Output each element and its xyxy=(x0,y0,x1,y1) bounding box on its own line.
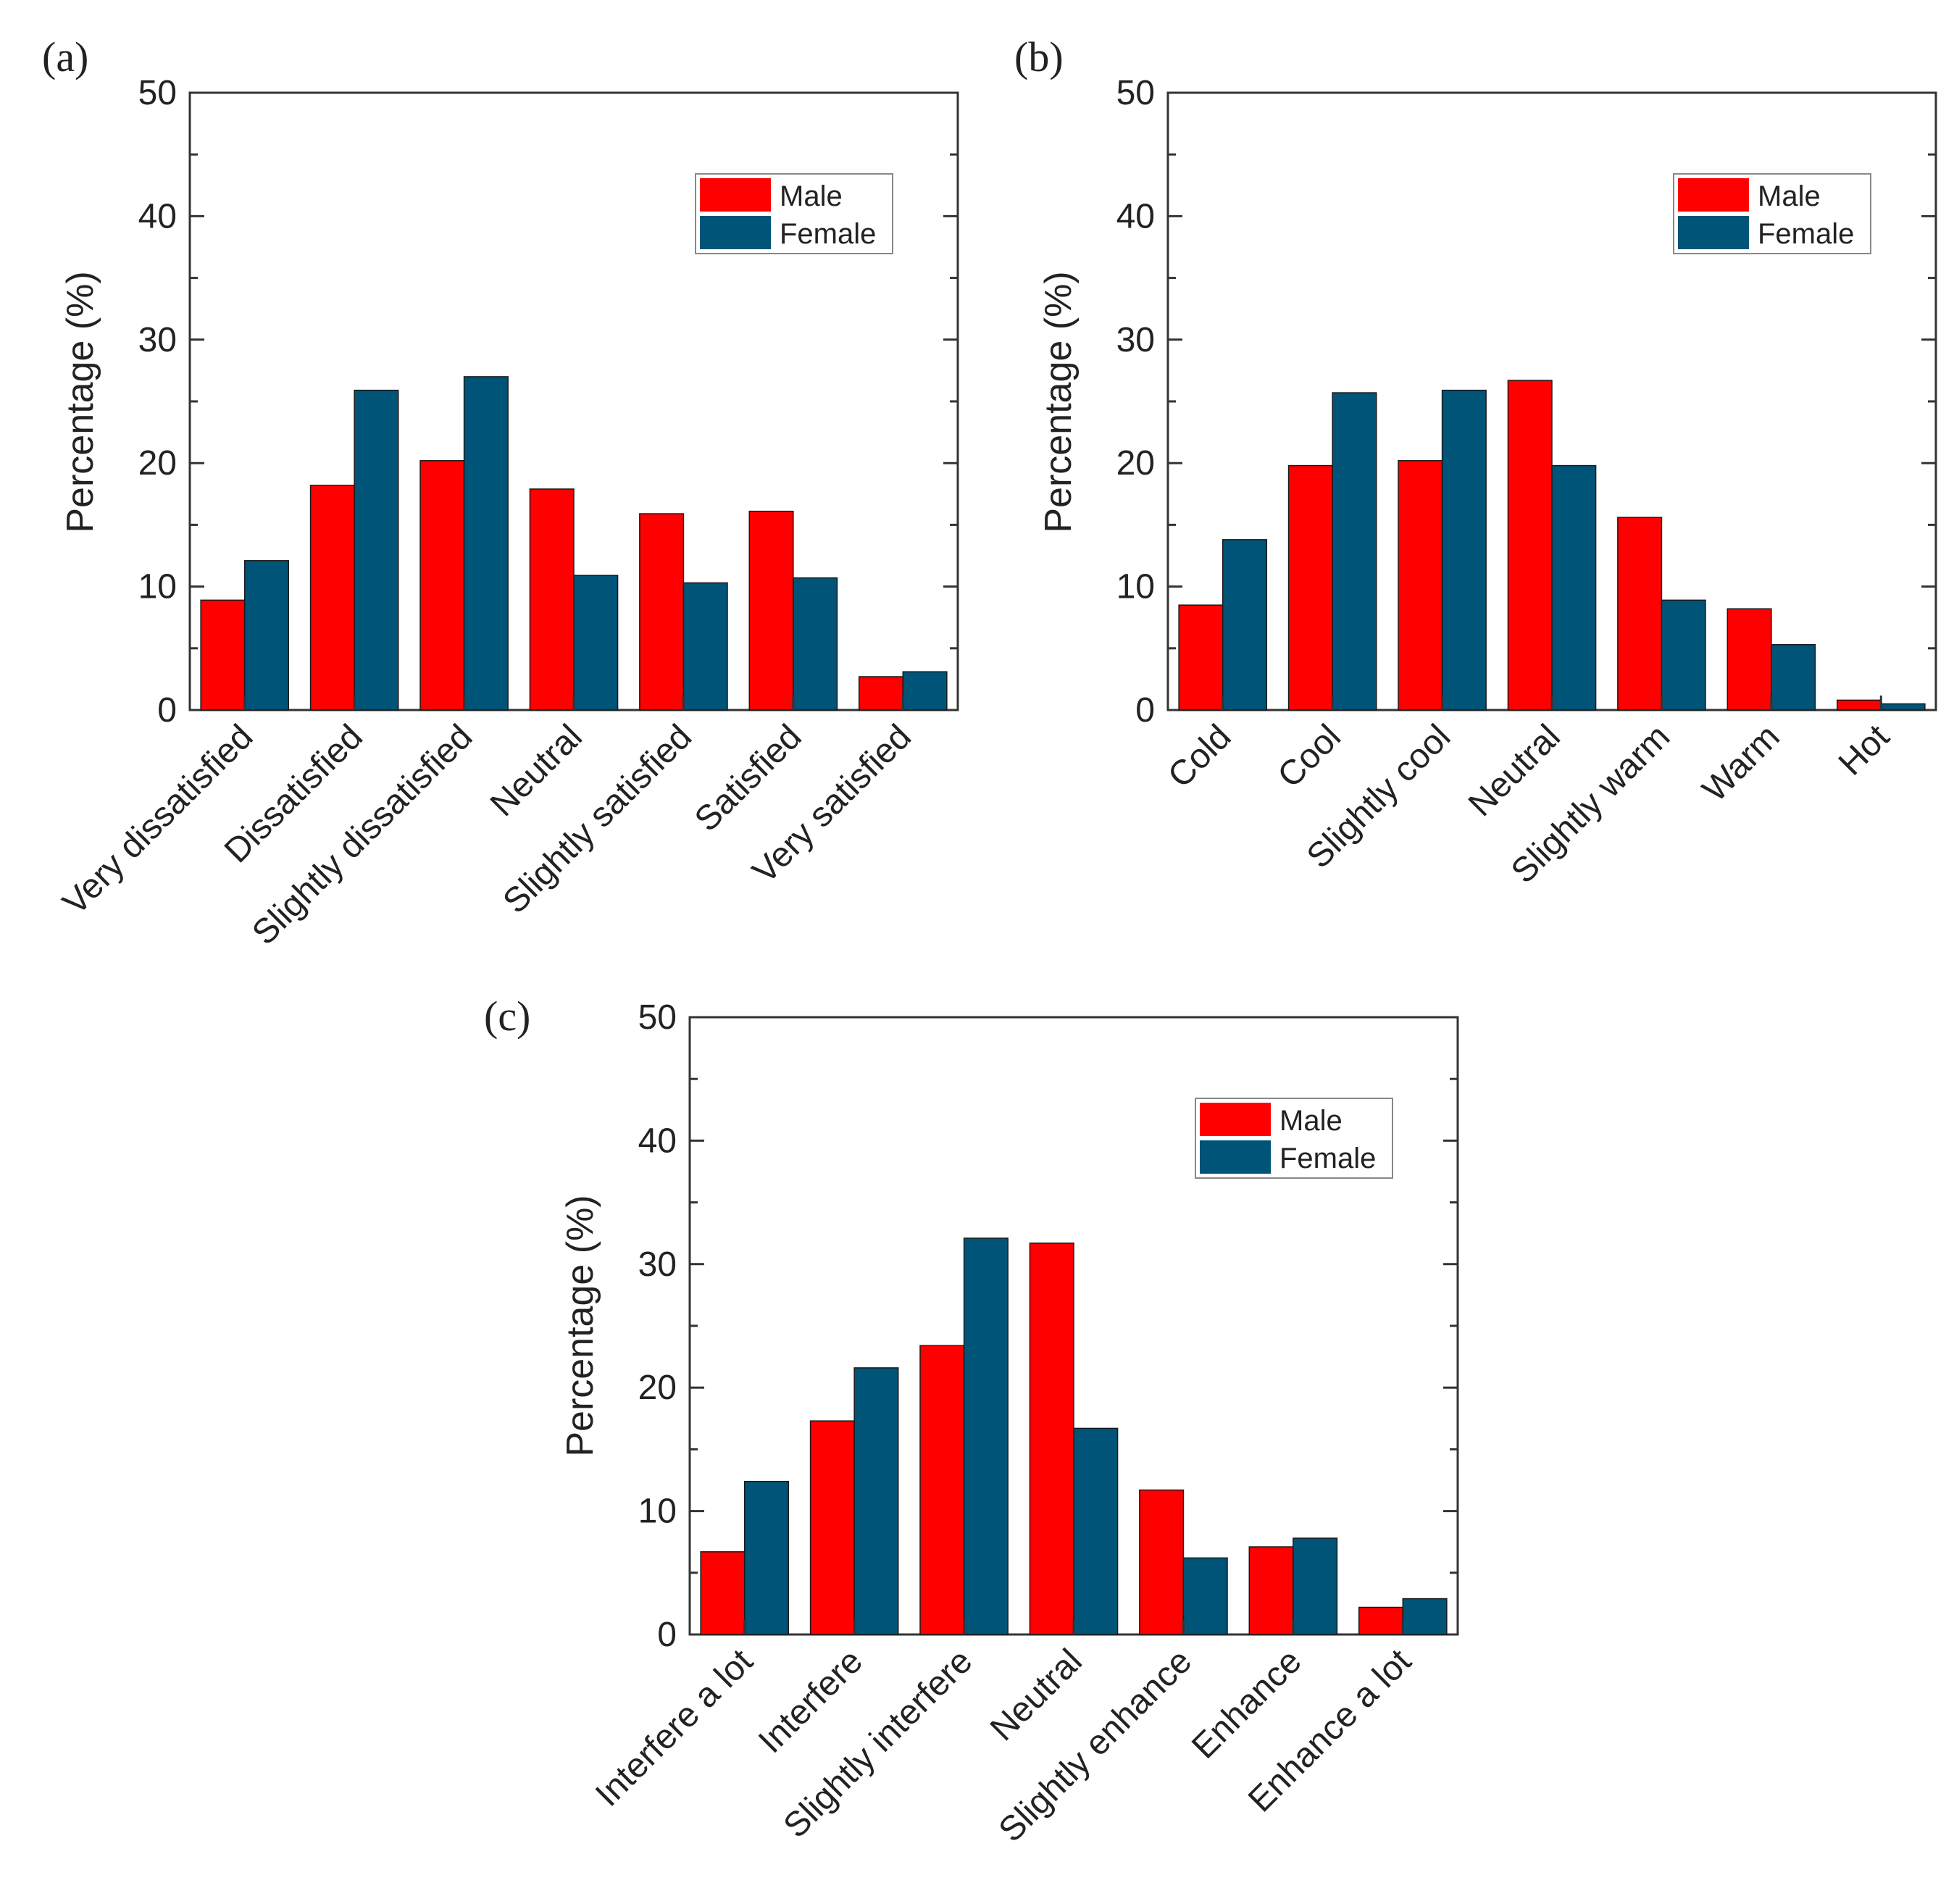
bar-female-warm xyxy=(1771,643,1816,711)
bar-male-slightly-enhance xyxy=(1139,1489,1185,1635)
category-label-slightly-interfere: Slightly interfere xyxy=(777,1642,980,1845)
y-tick-label: 30 xyxy=(1116,321,1155,359)
bar-male-satisfied xyxy=(748,510,794,711)
bar-female-slightly-cool xyxy=(1441,389,1487,711)
bar-male-warm xyxy=(1727,608,1772,711)
bar-female-neutral xyxy=(1073,1427,1119,1635)
category-label-slightly-enhance: Slightly enhance xyxy=(992,1642,1200,1850)
legend-swatch-male xyxy=(700,178,771,212)
bar-male-slightly-warm xyxy=(1617,517,1663,711)
y-tick-label: 40 xyxy=(638,1122,677,1160)
legend-label-male: Male xyxy=(1758,180,1821,212)
panel-label: (c) xyxy=(484,993,530,1040)
y-tick-label: 20 xyxy=(638,1369,677,1407)
bar-female-hot xyxy=(1880,703,1926,711)
legend-swatch-male xyxy=(1678,178,1749,212)
bar-female-interfere xyxy=(853,1367,899,1635)
y-tick-label: 10 xyxy=(138,568,177,606)
category-label-slightly-satisfied: Slightly satisfied xyxy=(496,717,699,921)
y-tick-label: 0 xyxy=(1135,691,1155,730)
legend-label-male: Male xyxy=(780,180,843,212)
bar-female-slightly-interfere xyxy=(963,1237,1009,1635)
legend-label-female: Female xyxy=(780,218,876,250)
bar-male-interfere-a-lot xyxy=(700,1551,746,1635)
bar-male-slightly-cool xyxy=(1398,460,1443,711)
bar-male-slightly-interfere xyxy=(919,1345,965,1635)
y-tick-label: 50 xyxy=(1116,74,1155,112)
category-label-neutral: Neutral xyxy=(983,1642,1090,1748)
legend-swatch-female xyxy=(1678,216,1749,249)
bar-female-very-satisfied xyxy=(902,671,948,711)
bar-male-very-dissatisfied xyxy=(200,599,246,711)
y-tick-label: 0 xyxy=(657,1616,677,1654)
bar-male-cool xyxy=(1287,464,1333,711)
legend: Male Female xyxy=(1673,173,1871,254)
bar-female-dissatisfied xyxy=(354,389,399,711)
bar-male-interfere xyxy=(809,1420,855,1635)
category-label-cool: Cool xyxy=(1271,717,1348,795)
y-axis-label: Percentage (%) xyxy=(59,271,101,533)
y-tick-label: 10 xyxy=(638,1492,677,1531)
category-label-cold: Cold xyxy=(1161,717,1238,795)
bar-female-satisfied xyxy=(793,577,838,711)
bar-male-cold xyxy=(1178,604,1224,711)
bar-male-neutral xyxy=(1507,380,1553,711)
y-axis-label: Percentage (%) xyxy=(559,1195,601,1456)
chart-panel-a: (a) 0 10 20 30 40 50 Percentage (%) Very dissati… xyxy=(42,33,959,953)
bar-female-slightly-dissatisfied xyxy=(463,376,509,711)
y-tick-label: 50 xyxy=(638,998,677,1037)
y-tick-label: 30 xyxy=(638,1245,677,1284)
legend: Male Female xyxy=(695,173,893,254)
bar-male-hot xyxy=(1836,699,1882,711)
legend: Male Female xyxy=(1195,1098,1393,1179)
bar-male-enhance-a-lot xyxy=(1358,1606,1404,1635)
bar-male-very-satisfied xyxy=(858,676,904,711)
bar-male-enhance xyxy=(1248,1546,1294,1635)
legend-label-male: Male xyxy=(1279,1105,1343,1137)
category-label-very-dissatisfied: Very dissatisfied xyxy=(56,717,261,922)
chart-panel-c: (c) 0 10 20 30 40 50 Percentage (%) Interfere a … xyxy=(484,993,1459,1850)
category-label-slightly-dissatisfied: Slightly dissatisfied xyxy=(245,717,480,952)
bar-male-dissatisfied xyxy=(309,485,355,711)
category-label-neutral: Neutral xyxy=(483,717,590,824)
y-tick-label: 10 xyxy=(1116,568,1155,606)
bar-male-neutral xyxy=(1029,1243,1074,1635)
bar-female-slightly-enhance xyxy=(1182,1557,1228,1635)
bar-female-enhance xyxy=(1293,1537,1338,1635)
y-tick-label: 50 xyxy=(138,74,177,112)
legend-swatch-male xyxy=(1200,1103,1271,1136)
legend-swatch-female xyxy=(700,216,771,249)
bar-female-neutral xyxy=(1551,464,1597,711)
bar-female-interfere-a-lot xyxy=(743,1480,790,1635)
legend-swatch-female xyxy=(1200,1140,1271,1174)
bar-male-slightly-satisfied xyxy=(639,513,685,711)
y-tick-label: 40 xyxy=(1116,197,1155,235)
category-label-interfere-a-lot: Interfere a lot xyxy=(588,1642,760,1813)
bar-female-slightly-warm xyxy=(1661,599,1706,711)
panel-label: (a) xyxy=(42,33,88,80)
bar-female-slightly-satisfied xyxy=(682,582,728,711)
legend-label-female: Female xyxy=(1758,218,1854,250)
category-label-hot: Hot xyxy=(1832,717,1897,782)
bar-female-enhance-a-lot xyxy=(1402,1598,1448,1635)
legend-label-female: Female xyxy=(1279,1143,1376,1174)
bar-male-slightly-dissatisfied xyxy=(419,460,465,711)
bar-male-neutral xyxy=(529,488,575,711)
y-tick-label: 20 xyxy=(138,444,177,483)
category-label-warm: Warm xyxy=(1695,717,1787,809)
y-tick-label: 40 xyxy=(138,197,177,235)
y-axis-label: Percentage (%) xyxy=(1037,271,1080,533)
bar-female-neutral xyxy=(573,575,619,711)
bar-female-very-dissatisfied xyxy=(243,560,290,711)
panel-label: (b) xyxy=(1014,33,1064,80)
y-tick-label: 20 xyxy=(1116,444,1155,483)
category-label-neutral: Neutral xyxy=(1461,717,1568,824)
bar-female-cool xyxy=(1332,392,1377,711)
y-tick-label: 30 xyxy=(138,321,177,359)
y-tick-label: 0 xyxy=(157,691,177,730)
bar-female-cold xyxy=(1222,539,1268,711)
